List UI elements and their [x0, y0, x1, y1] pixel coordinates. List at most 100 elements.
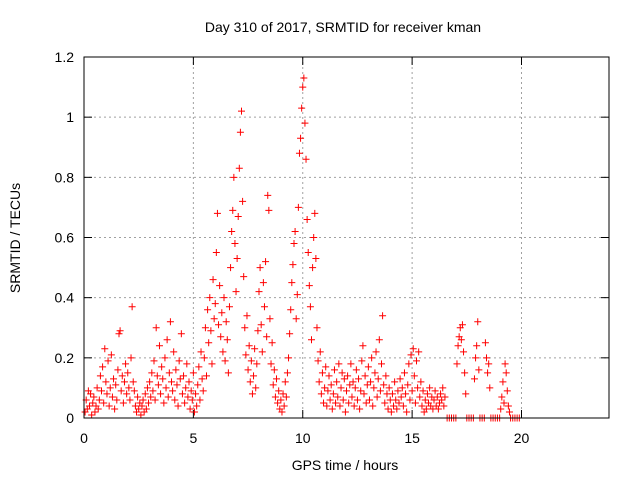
data-point: [225, 303, 233, 311]
data-point: [93, 384, 101, 392]
data-point: [257, 321, 265, 329]
data-point: [348, 393, 356, 401]
data-point: [265, 206, 273, 214]
data-point: [170, 348, 178, 356]
data-point: [484, 369, 492, 377]
data-point: [405, 360, 413, 368]
data-point: [213, 209, 221, 217]
data-point: [197, 348, 205, 356]
data-point: [407, 351, 415, 359]
data-point: [105, 402, 113, 410]
data-point: [269, 381, 277, 389]
data-point: [198, 375, 206, 383]
data-point: [326, 396, 334, 404]
data-point: [220, 294, 228, 302]
data-point: [108, 393, 116, 401]
data-point: [433, 393, 441, 401]
x-tick-label: 15: [404, 430, 420, 446]
data-point: [207, 327, 215, 335]
data-point: [457, 336, 465, 344]
data-point: [418, 402, 426, 410]
grid-lines: [84, 57, 609, 418]
data-point: [292, 315, 300, 323]
data-point: [127, 354, 135, 362]
data-point: [254, 327, 262, 335]
data-point: [205, 339, 213, 347]
data-point: [360, 390, 368, 398]
data-point: [135, 405, 143, 413]
data-point: [228, 227, 236, 235]
data-point: [277, 396, 285, 404]
data-point: [287, 306, 295, 314]
data-point: [124, 369, 132, 377]
data-point: [485, 360, 493, 368]
data-point: [387, 408, 395, 416]
data-point: [161, 354, 169, 362]
data-point: [365, 396, 373, 404]
data-point: [335, 360, 343, 368]
data-point: [126, 396, 134, 404]
data-point: [233, 255, 241, 263]
data-point: [250, 372, 258, 380]
data-point: [211, 300, 219, 308]
data-point: [502, 369, 510, 377]
data-point: [258, 348, 266, 356]
x-tick-label: 5: [189, 430, 197, 446]
data-point: [117, 387, 125, 395]
data-point: [415, 348, 423, 356]
data-point: [151, 396, 159, 404]
data-point: [437, 390, 445, 398]
data-point: [309, 264, 317, 272]
data-point: [313, 324, 321, 332]
data-point: [441, 393, 449, 401]
data-point: [245, 342, 253, 350]
data-point: [163, 336, 171, 344]
data-point: [364, 363, 372, 371]
data-point: [382, 372, 390, 380]
data-point: [274, 399, 282, 407]
data-point: [330, 366, 338, 374]
data-point: [345, 399, 353, 407]
data-point: [380, 381, 388, 389]
data-point: [203, 372, 210, 380]
data-point: [222, 318, 230, 326]
data-point: [253, 360, 261, 368]
data-point: [172, 366, 180, 374]
data-point: [194, 381, 202, 389]
y-tick-label: 0: [66, 410, 74, 426]
data-point: [298, 104, 306, 112]
data-point: [271, 393, 279, 401]
data-point: [355, 375, 363, 383]
tick-labels: 0 0.2 0.4 0.6 0.8 1 1.2 0 5 10 15 20: [55, 49, 530, 446]
data-point: [204, 306, 212, 314]
x-tick-label: 0: [80, 430, 88, 446]
data-point: [375, 336, 383, 344]
data-point: [286, 330, 294, 338]
data-point: [402, 390, 410, 398]
y-tick-label: 0.4: [55, 290, 75, 306]
data-point: [426, 384, 434, 392]
data-point: [317, 390, 325, 398]
data-point: [289, 261, 297, 269]
data-point: [376, 387, 384, 395]
data-point: [351, 384, 359, 392]
data-point: [168, 378, 175, 386]
data-point: [273, 375, 280, 383]
data-point: [159, 375, 167, 383]
data-point: [356, 405, 364, 413]
data-point: [88, 411, 96, 419]
data-point: [290, 240, 298, 248]
data-point: [280, 402, 288, 410]
data-point: [299, 83, 307, 91]
data-point: [212, 249, 220, 257]
data-point: [294, 203, 302, 211]
data-point: [138, 402, 146, 410]
data-point: [460, 348, 468, 356]
data-point: [263, 333, 271, 341]
x-tick-label: 10: [295, 430, 311, 446]
data-point: [139, 396, 147, 404]
data-point: [232, 288, 240, 296]
data-point: [199, 387, 207, 395]
y-tick-label: 0.6: [55, 230, 75, 246]
data-point: [408, 387, 416, 395]
